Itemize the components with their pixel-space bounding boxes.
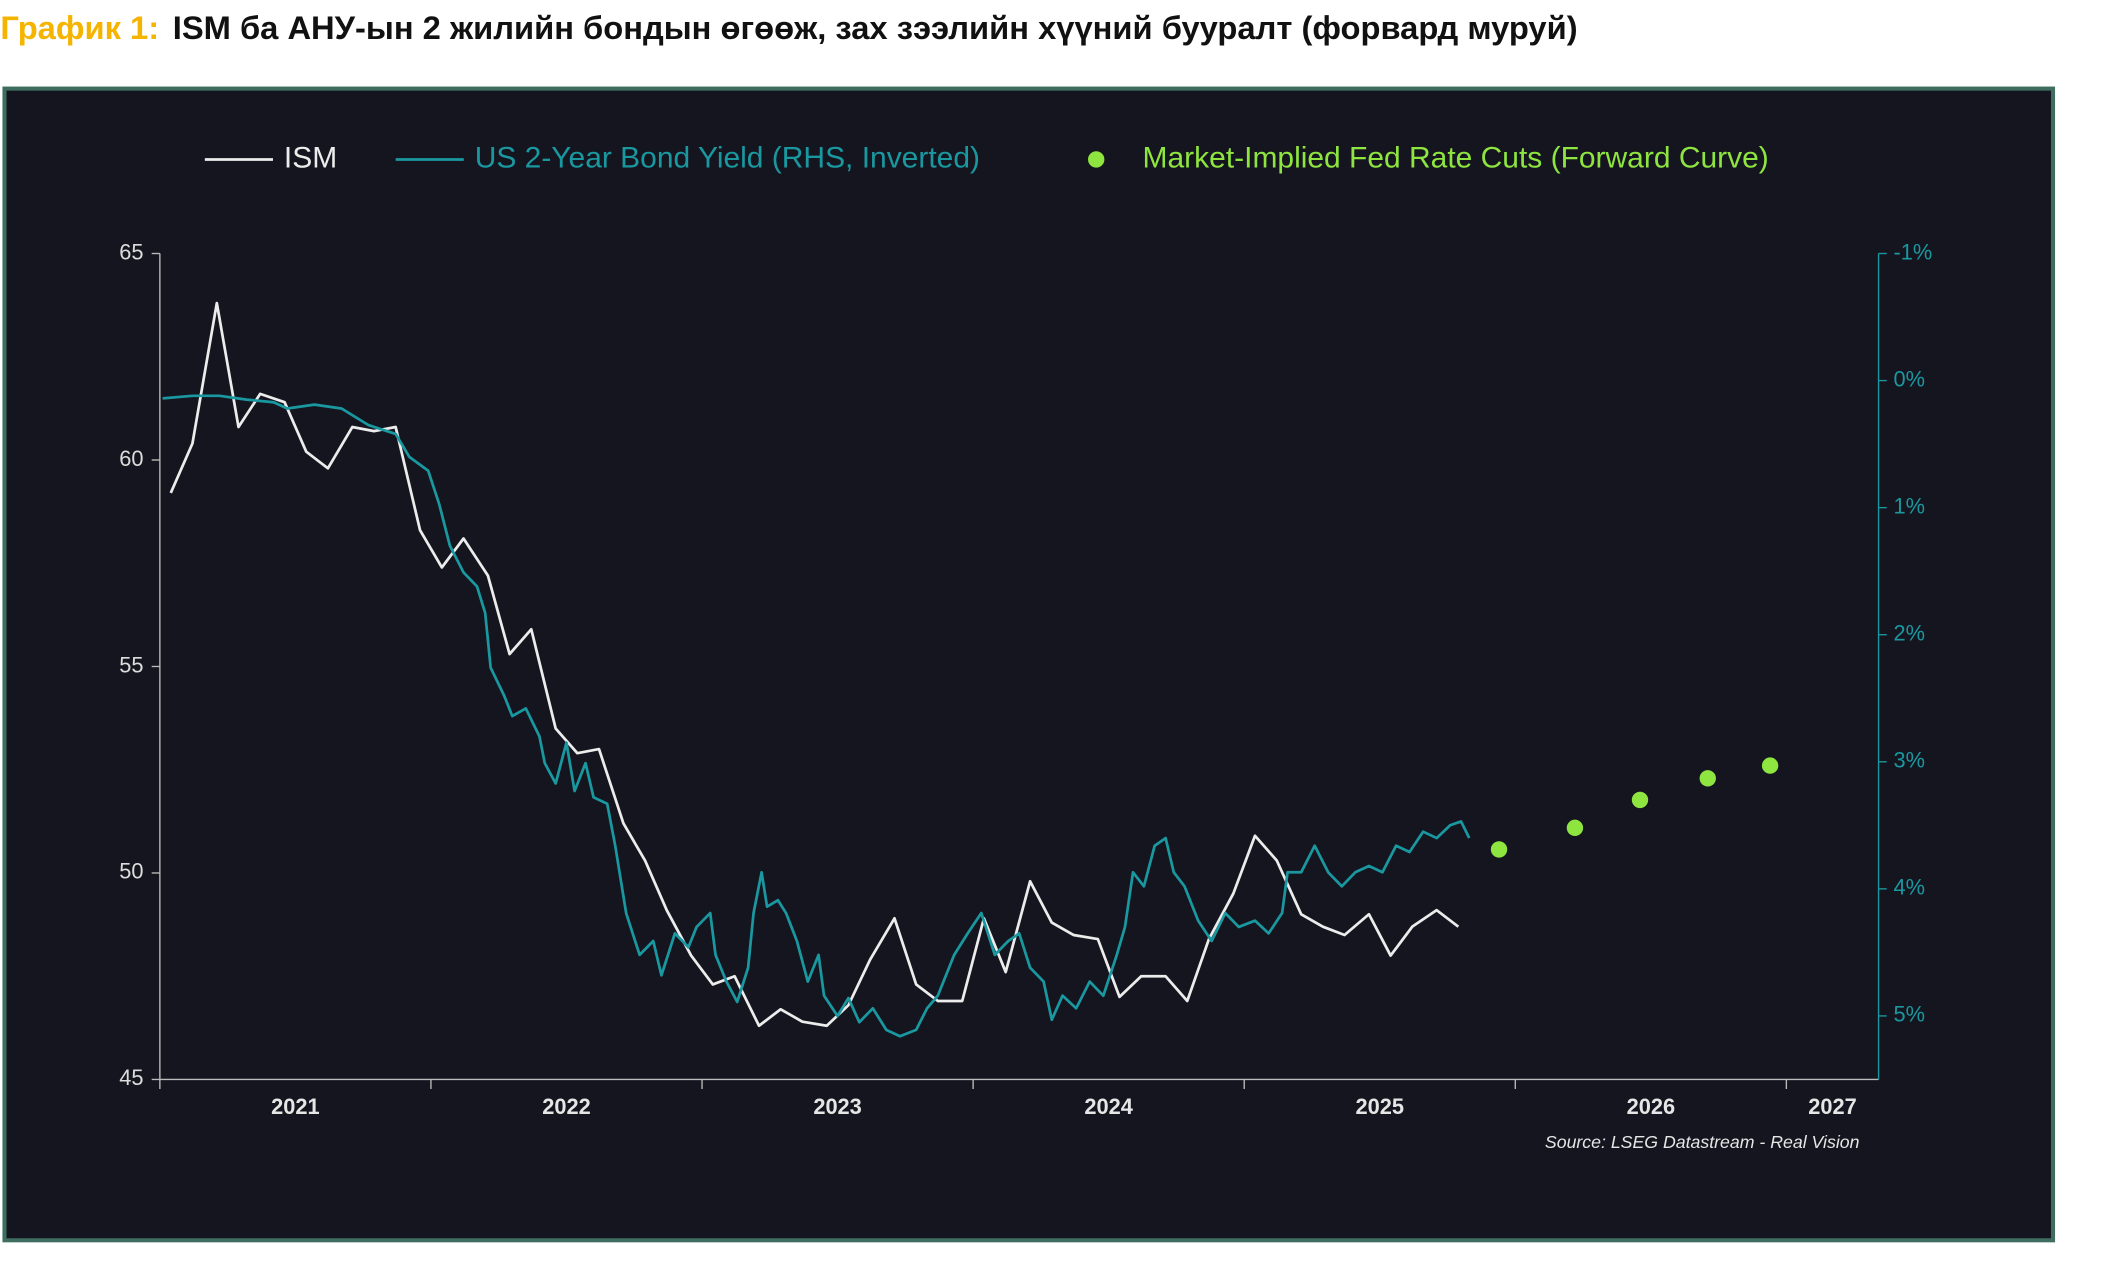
source-note: Source: LSEG Datastream - Real Vision (1545, 1132, 1860, 1152)
forward-point (1761, 757, 1779, 774)
y2-tick-label: 0% (1894, 366, 1926, 391)
y-tick-label: 45 (119, 1065, 143, 1090)
forward-point (1699, 770, 1716, 787)
forward-point (1566, 819, 1584, 837)
y2-tick-label: -1% (1894, 239, 1933, 264)
legend-label: US 2-Year Bond Yield (RHS, Inverted) (475, 141, 980, 174)
y2-tick-label: 1% (1894, 493, 1926, 518)
series-line (162, 394, 1471, 1038)
legend-label: ISM (284, 141, 337, 174)
y-tick-label: 50 (119, 859, 143, 884)
chart-title: ISM ба АНУ-ын 2 жилийн бондын өгөөж, зах… (173, 9, 1578, 46)
y2-tick-label: 5% (1894, 1002, 1926, 1027)
y-tick-label: 55 (119, 652, 143, 677)
x-tick-label: 2021 (271, 1094, 320, 1119)
y-tick-label: 65 (119, 239, 143, 264)
forward-point (1631, 791, 1649, 809)
legend-swatch (1088, 151, 1105, 168)
chart-panel (2, 86, 2056, 1243)
y2-tick-label: 4% (1894, 875, 1926, 900)
y2-tick-label: 3% (1894, 748, 1926, 773)
title: График 1: ISM ба АНУ-ын 2 жилийн бондын ө… (0, 9, 1577, 46)
x-tick-label: 2022 (542, 1094, 591, 1119)
x-tick-label: 2026 (1627, 1094, 1676, 1119)
x-tick-label: 2023 (813, 1094, 862, 1119)
figure-label: График 1: (0, 9, 159, 46)
y2-tick-label: 2% (1894, 620, 1926, 645)
x-tick-label: 2027 (1808, 1094, 1857, 1119)
x-tick-label: 2024 (1084, 1094, 1133, 1119)
forward-point (1490, 841, 1508, 858)
legend-label: Market-Implied Fed Rate Cuts (Forward Cu… (1143, 141, 1769, 174)
x-tick-label: 2025 (1355, 1094, 1404, 1119)
y-tick-label: 60 (119, 446, 143, 471)
